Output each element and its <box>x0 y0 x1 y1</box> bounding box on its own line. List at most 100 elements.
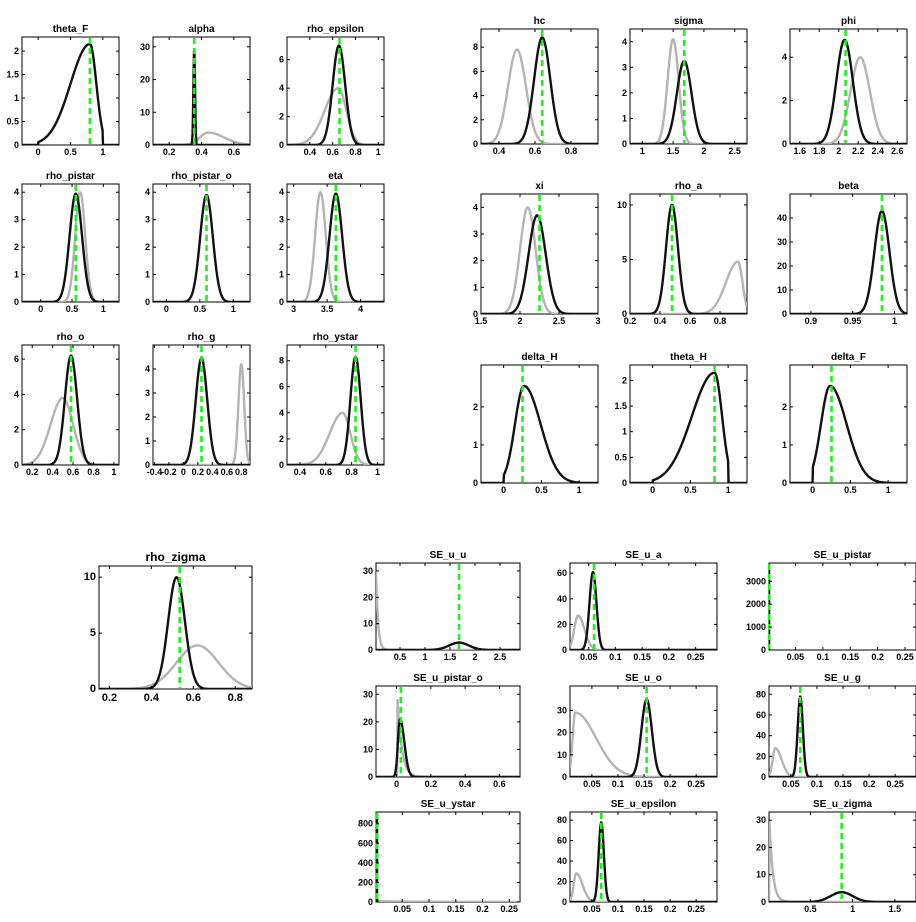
panel-SE_u_pistar_o: 0 0.2 0.4 0.6 0 10 20 30 SE_u_pistar_o <box>363 673 521 789</box>
x-tick-label: 1.5 <box>889 904 902 914</box>
y-tick-label: 3 <box>622 62 627 72</box>
y-tick-label: 0 <box>145 140 150 150</box>
x-tick-label: 0.2 <box>663 652 676 662</box>
y-tick-label: 1 <box>622 427 627 437</box>
posterior-density-line <box>630 203 747 314</box>
axes-frame <box>629 193 748 315</box>
x-tick-label: 3.5 <box>321 304 334 314</box>
y-tick-label: 0.5 <box>614 452 627 462</box>
x-tick-label: 0.2 <box>664 779 677 789</box>
y-tick-label: 20 <box>777 261 787 271</box>
x-tick-label: 0 <box>36 147 41 157</box>
x-tick-label: 0.15 <box>635 779 653 789</box>
y-tick-label: 40 <box>756 731 766 741</box>
y-tick-label: 4 <box>14 389 19 399</box>
y-tick-label: 1 <box>622 113 627 123</box>
panel-theta_F: 0 0.5 1 0 0.5 1 1.5 2 theta_F <box>6 24 120 157</box>
panel-rho_epsilon: 0.4 0.6 0.8 1 0 2 4 6 rho_epsilon <box>279 24 385 157</box>
x-tick-label: 4 <box>358 304 363 314</box>
x-tick-label: 0.2 <box>425 779 438 789</box>
y-tick-label: 3 <box>14 215 19 225</box>
panel-title: SE_u_epsilon <box>611 799 677 810</box>
y-tick-label: 0 <box>562 772 567 782</box>
panel-title: sigma <box>674 16 703 27</box>
panel-rho_pistar_o: 0 0.5 1 0 1 2 3 4 rho_pistar_o <box>145 171 251 314</box>
x-tick-label: 0 <box>38 304 43 314</box>
x-tick-label: 1 <box>111 467 116 477</box>
panel-title: rho_o <box>57 332 85 343</box>
x-tick-label: -0.4 <box>147 467 163 477</box>
x-tick-label: 2.4 <box>871 146 884 156</box>
y-tick-label: 4 <box>622 37 627 47</box>
y-tick-label: 0 <box>622 139 627 149</box>
posterior-density-line <box>153 193 250 302</box>
x-tick-label: 0.1 <box>612 779 625 789</box>
y-tick-label: 0 <box>368 897 373 907</box>
y-tick-label: 20 <box>363 592 373 602</box>
axes-frame <box>375 562 521 651</box>
x-tick-label: 0.6 <box>320 467 333 477</box>
y-tick-label: 8 <box>473 42 478 52</box>
axes-frame <box>152 183 251 303</box>
y-tick-label: 0 <box>90 683 96 695</box>
x-tick-label: 0.8 <box>714 316 727 326</box>
x-tick-label: 0.2 <box>624 316 637 326</box>
y-tick-label: 80 <box>756 689 766 699</box>
axes-frame <box>768 685 916 778</box>
x-tick-label: 0.2 <box>476 904 489 914</box>
x-tick-label: 0.8 <box>87 467 100 477</box>
y-tick-label: 4 <box>145 364 150 374</box>
panel-SE_u_epsilon: 0.05 0.1 0.15 0.2 0.25 0 20 40 60 80 SE_u_epsilon <box>557 799 718 914</box>
y-tick-label: 6 <box>279 382 284 392</box>
y-tick-label: 600 <box>358 838 373 848</box>
posterior-density-line <box>570 821 717 902</box>
y-tick-label: 2 <box>473 402 478 412</box>
x-tick-label: 0.05 <box>787 652 805 662</box>
panel-title: SE_u_u <box>430 550 467 561</box>
x-tick-label: 0.25 <box>687 904 705 914</box>
axes-frame <box>569 685 718 778</box>
x-tick-label: 1.6 <box>793 146 806 156</box>
y-tick-label: 4 <box>279 83 284 93</box>
x-tick-label: 0.4 <box>46 467 59 477</box>
y-tick-label: 2 <box>14 46 19 56</box>
y-tick-label: 1 <box>473 440 478 450</box>
x-tick-label: 1 <box>231 304 236 314</box>
y-tick-label: 1.5 <box>614 401 627 411</box>
x-tick-label: 0.6 <box>186 692 201 704</box>
x-tick-label: 2.5 <box>553 316 566 326</box>
y-tick-label: 0 <box>279 460 284 470</box>
panel-title: SE_u_o <box>625 673 662 684</box>
panel-title: SE_u_pistar <box>814 550 872 561</box>
y-tick-label: 0 <box>562 897 567 907</box>
posterior-density-line <box>287 355 384 465</box>
x-tick-label: 1.5 <box>475 316 488 326</box>
panel-rho_zigma: 0.2 0.4 0.6 0.8 0 5 10 rho_zigma <box>84 550 253 704</box>
x-tick-label: 0.15 <box>633 652 651 662</box>
prior-density-line <box>481 48 598 144</box>
posterior-density-line <box>630 59 747 144</box>
y-tick-label: 0 <box>14 140 19 150</box>
y-tick-label: 400 <box>358 858 373 868</box>
posterior-density-line <box>376 641 520 650</box>
x-tick-label: 0.4 <box>206 467 219 477</box>
x-tick-label: 0 <box>164 304 169 314</box>
y-tick-label: 0 <box>473 309 478 319</box>
y-tick-label: 1 <box>145 270 150 280</box>
y-tick-label: 6 <box>473 66 478 76</box>
y-tick-label: 5 <box>622 254 627 264</box>
axes-frame <box>375 811 521 903</box>
panel-delta_F: 0 0.5 1 0 1 2 delta_F <box>782 352 908 495</box>
y-tick-label: 10 <box>756 870 766 880</box>
panel-SE_u_g: 0.05 0.1 0.15 0.2 0.25 0 20 40 60 80 SE_u_g <box>756 673 916 789</box>
y-tick-label: 800 <box>358 819 373 829</box>
x-tick-label: 0.25 <box>886 779 904 789</box>
y-tick-label: 0 <box>622 309 627 319</box>
y-tick-label: 0 <box>145 297 150 307</box>
x-tick-label: 0.2 <box>871 652 884 662</box>
y-tick-label: 2 <box>145 242 150 252</box>
x-tick-label: 0 <box>181 467 186 477</box>
y-tick-label: 30 <box>140 42 150 52</box>
y-tick-label: 0 <box>622 478 627 488</box>
